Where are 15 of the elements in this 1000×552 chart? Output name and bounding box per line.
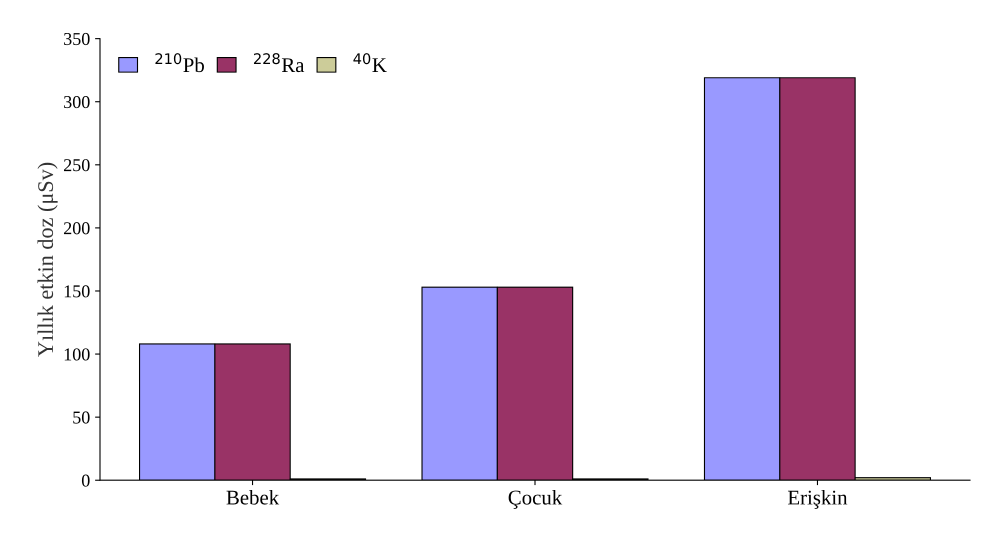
y-tick-label: 300 bbox=[64, 96, 90, 108]
y-tick-label: 250 bbox=[64, 159, 90, 172]
y-tick-label: 200 bbox=[64, 222, 90, 234]
legend-label: $^{210}$Pb bbox=[155, 53, 204, 72]
y-tick-label: 150 bbox=[64, 285, 90, 298]
y-tick-label: 0 bbox=[82, 474, 90, 487]
x-tick-label: Bebek bbox=[226, 490, 280, 505]
legend-label: $^{40}$K bbox=[353, 53, 387, 72]
x-tick-label: Çocuk bbox=[508, 490, 562, 509]
x-tick-label: Erişkin bbox=[788, 490, 848, 509]
y-tick-label: 350 bbox=[64, 32, 90, 46]
y-axis-title: Yıllık etkin doz (μSv) bbox=[37, 162, 58, 357]
y-tick-label: 50 bbox=[73, 411, 90, 424]
legend-label: $^{228}$Ra bbox=[254, 53, 304, 72]
y-tick-label: 100 bbox=[64, 348, 90, 361]
